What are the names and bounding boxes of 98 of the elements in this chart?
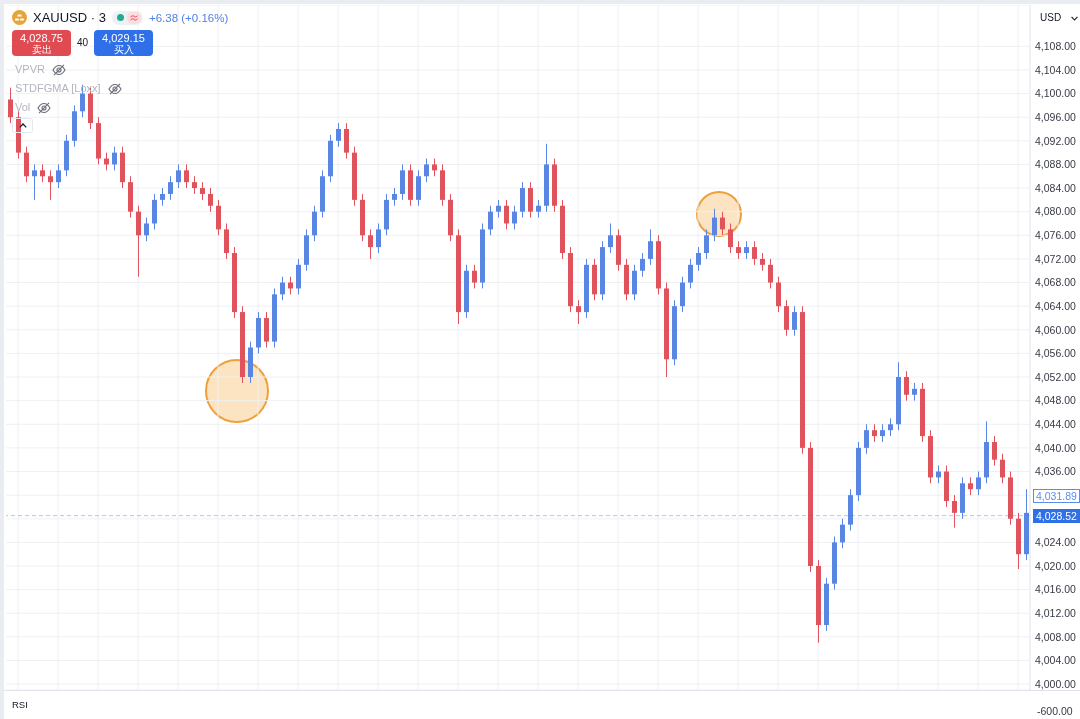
buy-button: 4,029.15 买入 (94, 30, 153, 56)
candlestick (368, 228, 373, 260)
candlestick (784, 299, 789, 337)
candlestick (528, 181, 533, 219)
candlestick (376, 222, 381, 254)
candlestick (344, 122, 349, 160)
candlestick (520, 181, 525, 219)
candlestick (400, 163, 405, 201)
candlestick (176, 163, 181, 189)
annotation: 卖出 (31, 44, 52, 55)
candlestick (24, 146, 29, 183)
candlestick (144, 217, 149, 242)
candlestick (776, 276, 781, 313)
candlestick (216, 199, 221, 236)
candlestick (1000, 453, 1005, 484)
candlestick (416, 169, 421, 207)
annotation: 买入 (113, 44, 134, 55)
candlestick (632, 264, 637, 301)
candlestick (768, 258, 773, 289)
candlestick (32, 163, 37, 201)
candlestick (704, 228, 709, 260)
candlestick (208, 187, 213, 213)
y-tick-label: 4,000.00 (1035, 677, 1077, 690)
y-tick-label: 4,060.00 (1035, 323, 1077, 336)
annotation: 4,029.15 (102, 32, 145, 44)
candlestick (296, 258, 301, 295)
annotation: Vol (15, 101, 31, 114)
candlestick (688, 258, 693, 289)
y-tick-label: 4,068.00 (1035, 276, 1077, 289)
y-tick-label: 4,100.00 (1035, 87, 1077, 100)
annotation: 4,028.75 (20, 32, 63, 44)
y-tick-label: 4,036.00 (1035, 465, 1077, 478)
text: -600.00 (1037, 705, 1073, 717)
candlestick (992, 435, 997, 467)
candlestick (224, 222, 229, 260)
y-tick-label: 4,080.00 (1035, 205, 1077, 218)
y-tick-label: 4,044.00 (1035, 417, 1077, 430)
candlestick (648, 228, 653, 266)
sell-button: 4,028.75 卖出 (12, 30, 71, 56)
text: RSI (12, 699, 28, 710)
candlestick (152, 193, 157, 230)
candlestick (336, 122, 341, 148)
y-axis-title: USD (1040, 12, 1062, 23)
candlestick (488, 205, 493, 236)
candlestick (696, 246, 701, 272)
y-tick-label: 4,012.00 (1035, 606, 1077, 619)
candlestick (680, 276, 685, 313)
y-tick-label: 4,076.00 (1035, 229, 1077, 242)
candlestick (864, 423, 869, 455)
candlestick (48, 169, 53, 201)
y-tick-label: 4,072.00 (1035, 252, 1077, 265)
y-tick-label: 4,040.00 (1035, 441, 1077, 454)
candlestick (904, 370, 909, 402)
y-tick-label: 4,096.00 (1035, 110, 1077, 123)
candlestick (312, 205, 317, 242)
candlestick (504, 199, 509, 230)
ref-line-label: 4,028.52 (1036, 509, 1077, 522)
candlestick (136, 205, 141, 278)
candlestick (752, 240, 757, 266)
candlestick (608, 222, 613, 254)
candlestick (472, 264, 477, 289)
candlestick (512, 205, 517, 230)
y-tick-label: 4,024.00 (1035, 536, 1077, 549)
candlestick (840, 518, 845, 549)
y-tick-label: 4,008.00 (1035, 630, 1077, 643)
candlestick (112, 146, 117, 171)
candlestick (720, 211, 725, 236)
y-tick-label: 4,108.00 (1035, 40, 1077, 53)
y-tick-label: 4,004.00 (1035, 654, 1077, 667)
candlestick (976, 471, 981, 496)
y-tick-label: 4,088.00 (1035, 158, 1077, 171)
annotation: VPVR (15, 63, 45, 76)
candlestick (792, 305, 797, 337)
annotation: 40 (77, 37, 89, 48)
y-tick-label: 4,064.00 (1035, 299, 1077, 312)
candlestick (280, 276, 285, 301)
y-tick-label: 4,020.00 (1035, 559, 1077, 572)
candlestick (8, 87, 13, 124)
candlestick (184, 163, 189, 189)
candlestick (576, 299, 581, 325)
candlestick (728, 222, 733, 254)
candlestick (56, 163, 61, 189)
annotation: +6.38 (+0.16%) (148, 10, 229, 25)
candlestick (168, 175, 173, 201)
y-tick-label: 4,092.00 (1035, 134, 1077, 147)
candlestick (424, 158, 429, 183)
y-tick-label: 4,016.00 (1035, 583, 1077, 596)
candlestick (640, 252, 645, 278)
chart-title: XAUUSD · 3 (33, 10, 106, 25)
candlestick (264, 311, 269, 348)
y-tick-label: 4,056.00 (1035, 347, 1077, 360)
text: 4,031.89 (1036, 490, 1077, 502)
y-tick-label: 4,048.00 (1035, 394, 1077, 407)
y-tick-label: 4,052.00 (1035, 370, 1077, 383)
candlestick (712, 208, 717, 242)
y-tick-label: 4,104.00 (1035, 63, 1077, 76)
candlestick (952, 494, 957, 529)
y-tick-label: 4,084.00 (1035, 181, 1077, 194)
